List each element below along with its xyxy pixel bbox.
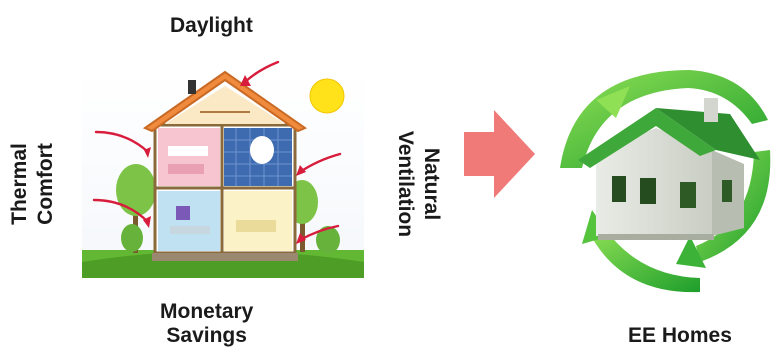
label-ee-homes: EE Homes xyxy=(628,324,732,347)
eco-house-illustration xyxy=(560,70,771,293)
label-natural-line1: Natural xyxy=(420,147,443,221)
label-monetary-savings: Monetary Savings xyxy=(160,300,253,348)
sun-icon xyxy=(309,78,345,114)
label-thermal-comfort: Thermal Comfort xyxy=(7,129,59,239)
room-upper-left xyxy=(158,128,220,186)
label-thermal-line2: Comfort xyxy=(34,143,57,225)
tree-left xyxy=(116,164,156,253)
label-thermal-line1: Thermal xyxy=(8,143,31,225)
label-natural-line2: Ventilation xyxy=(394,130,417,238)
room-lower-left xyxy=(158,191,220,251)
label-monetary-line2: Savings xyxy=(166,324,247,347)
label-monetary-line1: Monetary xyxy=(160,300,254,323)
right-arrow-icon xyxy=(464,110,535,198)
eco-roof xyxy=(578,108,716,168)
label-natural-ventilation: Natural Ventilation xyxy=(392,124,444,244)
roof xyxy=(142,70,308,133)
label-daylight: Daylight xyxy=(170,14,253,37)
